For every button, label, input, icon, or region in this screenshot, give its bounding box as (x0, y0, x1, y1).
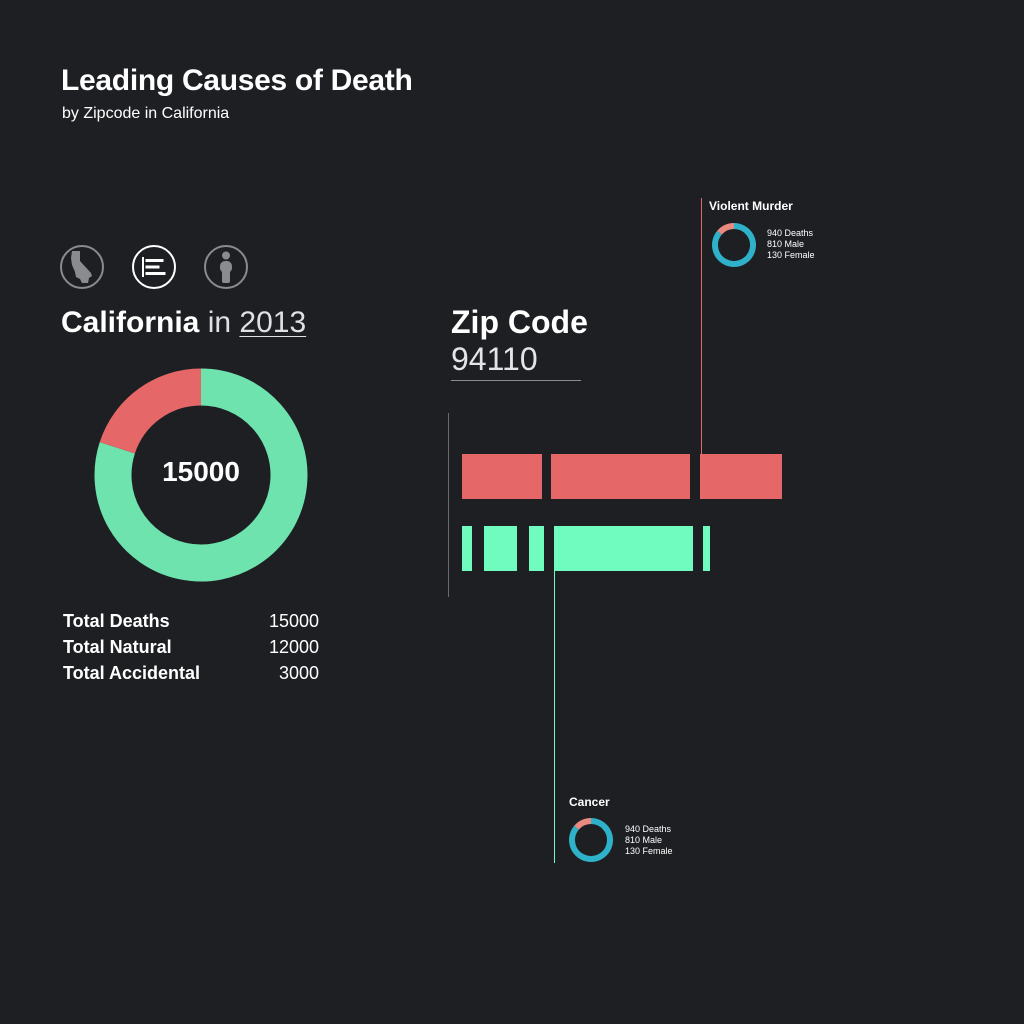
zip-bar-chart (448, 413, 782, 597)
male-slice[interactable] (569, 818, 613, 862)
stat-value: 3000 (278, 663, 319, 683)
stat-label: Total Natural (63, 637, 172, 657)
donut-total: 15000 (162, 456, 240, 487)
donut-slice-natural[interactable] (94, 368, 308, 582)
female-count: 130 Female (767, 250, 815, 260)
cancer-title: Cancer (569, 795, 610, 809)
female-slice[interactable] (717, 223, 735, 235)
stat-label: Total Accidental (63, 663, 201, 683)
accidental-segment[interactable] (551, 454, 690, 499)
male-count: 810 Male (625, 835, 663, 845)
stats-table: Total Deaths 15000 Total Natural 12000 T… (63, 608, 319, 686)
deaths-count: 940 Deaths (625, 824, 672, 834)
natural-segment[interactable] (703, 526, 710, 571)
natural-segment-cancer[interactable] (554, 526, 693, 571)
female-count: 130 Female (625, 846, 673, 856)
violent-murder-leader-line (701, 198, 702, 454)
violent-murder-stats: 940 Deaths 810 Male 130 Female (767, 228, 815, 261)
stat-row: Total Natural 12000 (63, 634, 319, 660)
natural-segment[interactable] (529, 526, 544, 571)
stat-row: Total Deaths 15000 (63, 608, 319, 634)
violent-murder-title: Violent Murder (709, 199, 793, 213)
female-slice[interactable] (574, 818, 592, 830)
state-heading: California in 2013 (61, 306, 306, 340)
person-icon (220, 251, 232, 283)
page-subtitle: by Zipcode in California (62, 105, 230, 122)
accidental-segment-violent-murder[interactable] (700, 454, 782, 499)
natural-segment[interactable] (484, 526, 517, 571)
stat-value: 12000 (268, 637, 319, 657)
male-slice[interactable] (712, 223, 756, 267)
cancer-stats: 940 Deaths 810 Male 130 Female (625, 824, 673, 857)
donut-slice-accidental[interactable] (99, 368, 202, 455)
stat-label: Total Deaths (63, 611, 170, 631)
page-title: Leading Causes of Death (61, 64, 413, 97)
stat-value: 15000 (268, 611, 319, 631)
deaths-count: 940 Deaths (767, 228, 814, 238)
cancer-donut (569, 818, 613, 862)
state-map-icon (71, 251, 92, 283)
state-name: California (61, 306, 200, 339)
state-map-button[interactable] (60, 245, 104, 289)
in-word: in (207, 306, 232, 339)
violent-murder-donut (712, 223, 756, 267)
year-selector[interactable]: 2013 (239, 306, 307, 339)
cancer-leader-line (554, 571, 555, 863)
zip-code-label: Zip Code (451, 304, 588, 340)
person-button[interactable] (204, 245, 248, 289)
accidental-segment[interactable] (462, 454, 542, 499)
zip-code-input[interactable]: 94110 (451, 341, 581, 381)
main-donut-chart (94, 368, 308, 582)
bar-chart-icon (142, 257, 166, 277)
male-count: 810 Male (767, 239, 805, 249)
stat-row: Total Accidental 3000 (63, 660, 319, 686)
bar-chart-button[interactable] (132, 245, 176, 289)
natural-segment[interactable] (462, 526, 472, 571)
